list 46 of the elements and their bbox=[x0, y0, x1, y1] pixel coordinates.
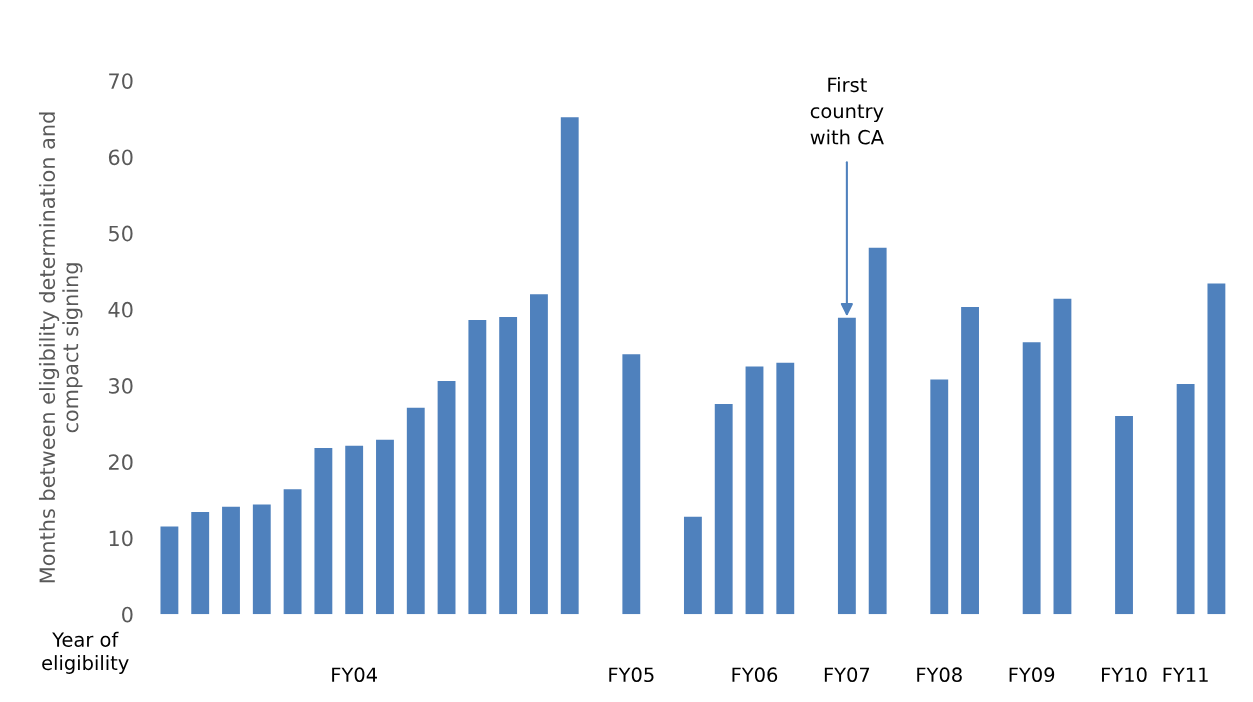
y-tick-label: 40 bbox=[108, 301, 133, 318]
bar bbox=[961, 307, 979, 615]
bar bbox=[868, 247, 887, 615]
bar bbox=[1022, 342, 1041, 615]
bar bbox=[622, 354, 641, 615]
bar bbox=[776, 362, 795, 615]
x-tick-label: FY06 bbox=[732, 667, 778, 683]
x-tick-label: FY05 bbox=[609, 667, 654, 683]
x-tick-label: FY08 bbox=[917, 667, 962, 683]
x-tick-label: FY07 bbox=[824, 667, 870, 683]
y-tick-label: 30 bbox=[109, 378, 133, 394]
y-tick-label: 60 bbox=[108, 149, 133, 166]
bar bbox=[683, 516, 702, 615]
bar bbox=[1115, 416, 1133, 615]
bar bbox=[1207, 283, 1226, 615]
x-tick-label: FY04 bbox=[332, 667, 377, 683]
y-tick-label: 20 bbox=[108, 454, 133, 471]
bar bbox=[314, 448, 333, 615]
bar bbox=[714, 403, 733, 615]
bar bbox=[252, 504, 271, 615]
bar bbox=[376, 439, 394, 615]
bar bbox=[930, 379, 949, 615]
bar bbox=[283, 489, 302, 615]
x-tick-label: FY11 bbox=[1163, 667, 1208, 682]
bar bbox=[530, 294, 548, 615]
bar bbox=[222, 506, 240, 615]
bar bbox=[160, 526, 179, 615]
bar bbox=[1176, 384, 1195, 615]
y-tick-label: 70 bbox=[109, 73, 133, 89]
bar bbox=[345, 445, 364, 615]
bar bbox=[1053, 298, 1072, 615]
annotation: First country with CA bbox=[810, 77, 884, 145]
bar bbox=[560, 117, 579, 615]
text: Year of eligibility bbox=[42, 631, 129, 674]
x-tick-label: FY09 bbox=[1009, 667, 1055, 683]
y-tick-label: 50 bbox=[109, 225, 133, 242]
bar bbox=[437, 381, 456, 615]
bar bbox=[745, 366, 764, 615]
y-axis-title: Months between eligibility determination and compact signing bbox=[38, 112, 83, 583]
y-tick-label: 0 bbox=[122, 606, 133, 623]
bar bbox=[406, 407, 425, 615]
bar bbox=[468, 320, 487, 615]
x-tick-label: FY10 bbox=[1102, 667, 1147, 683]
y-tick-label: 10 bbox=[109, 530, 133, 547]
bar bbox=[191, 512, 210, 615]
bar bbox=[499, 317, 518, 615]
